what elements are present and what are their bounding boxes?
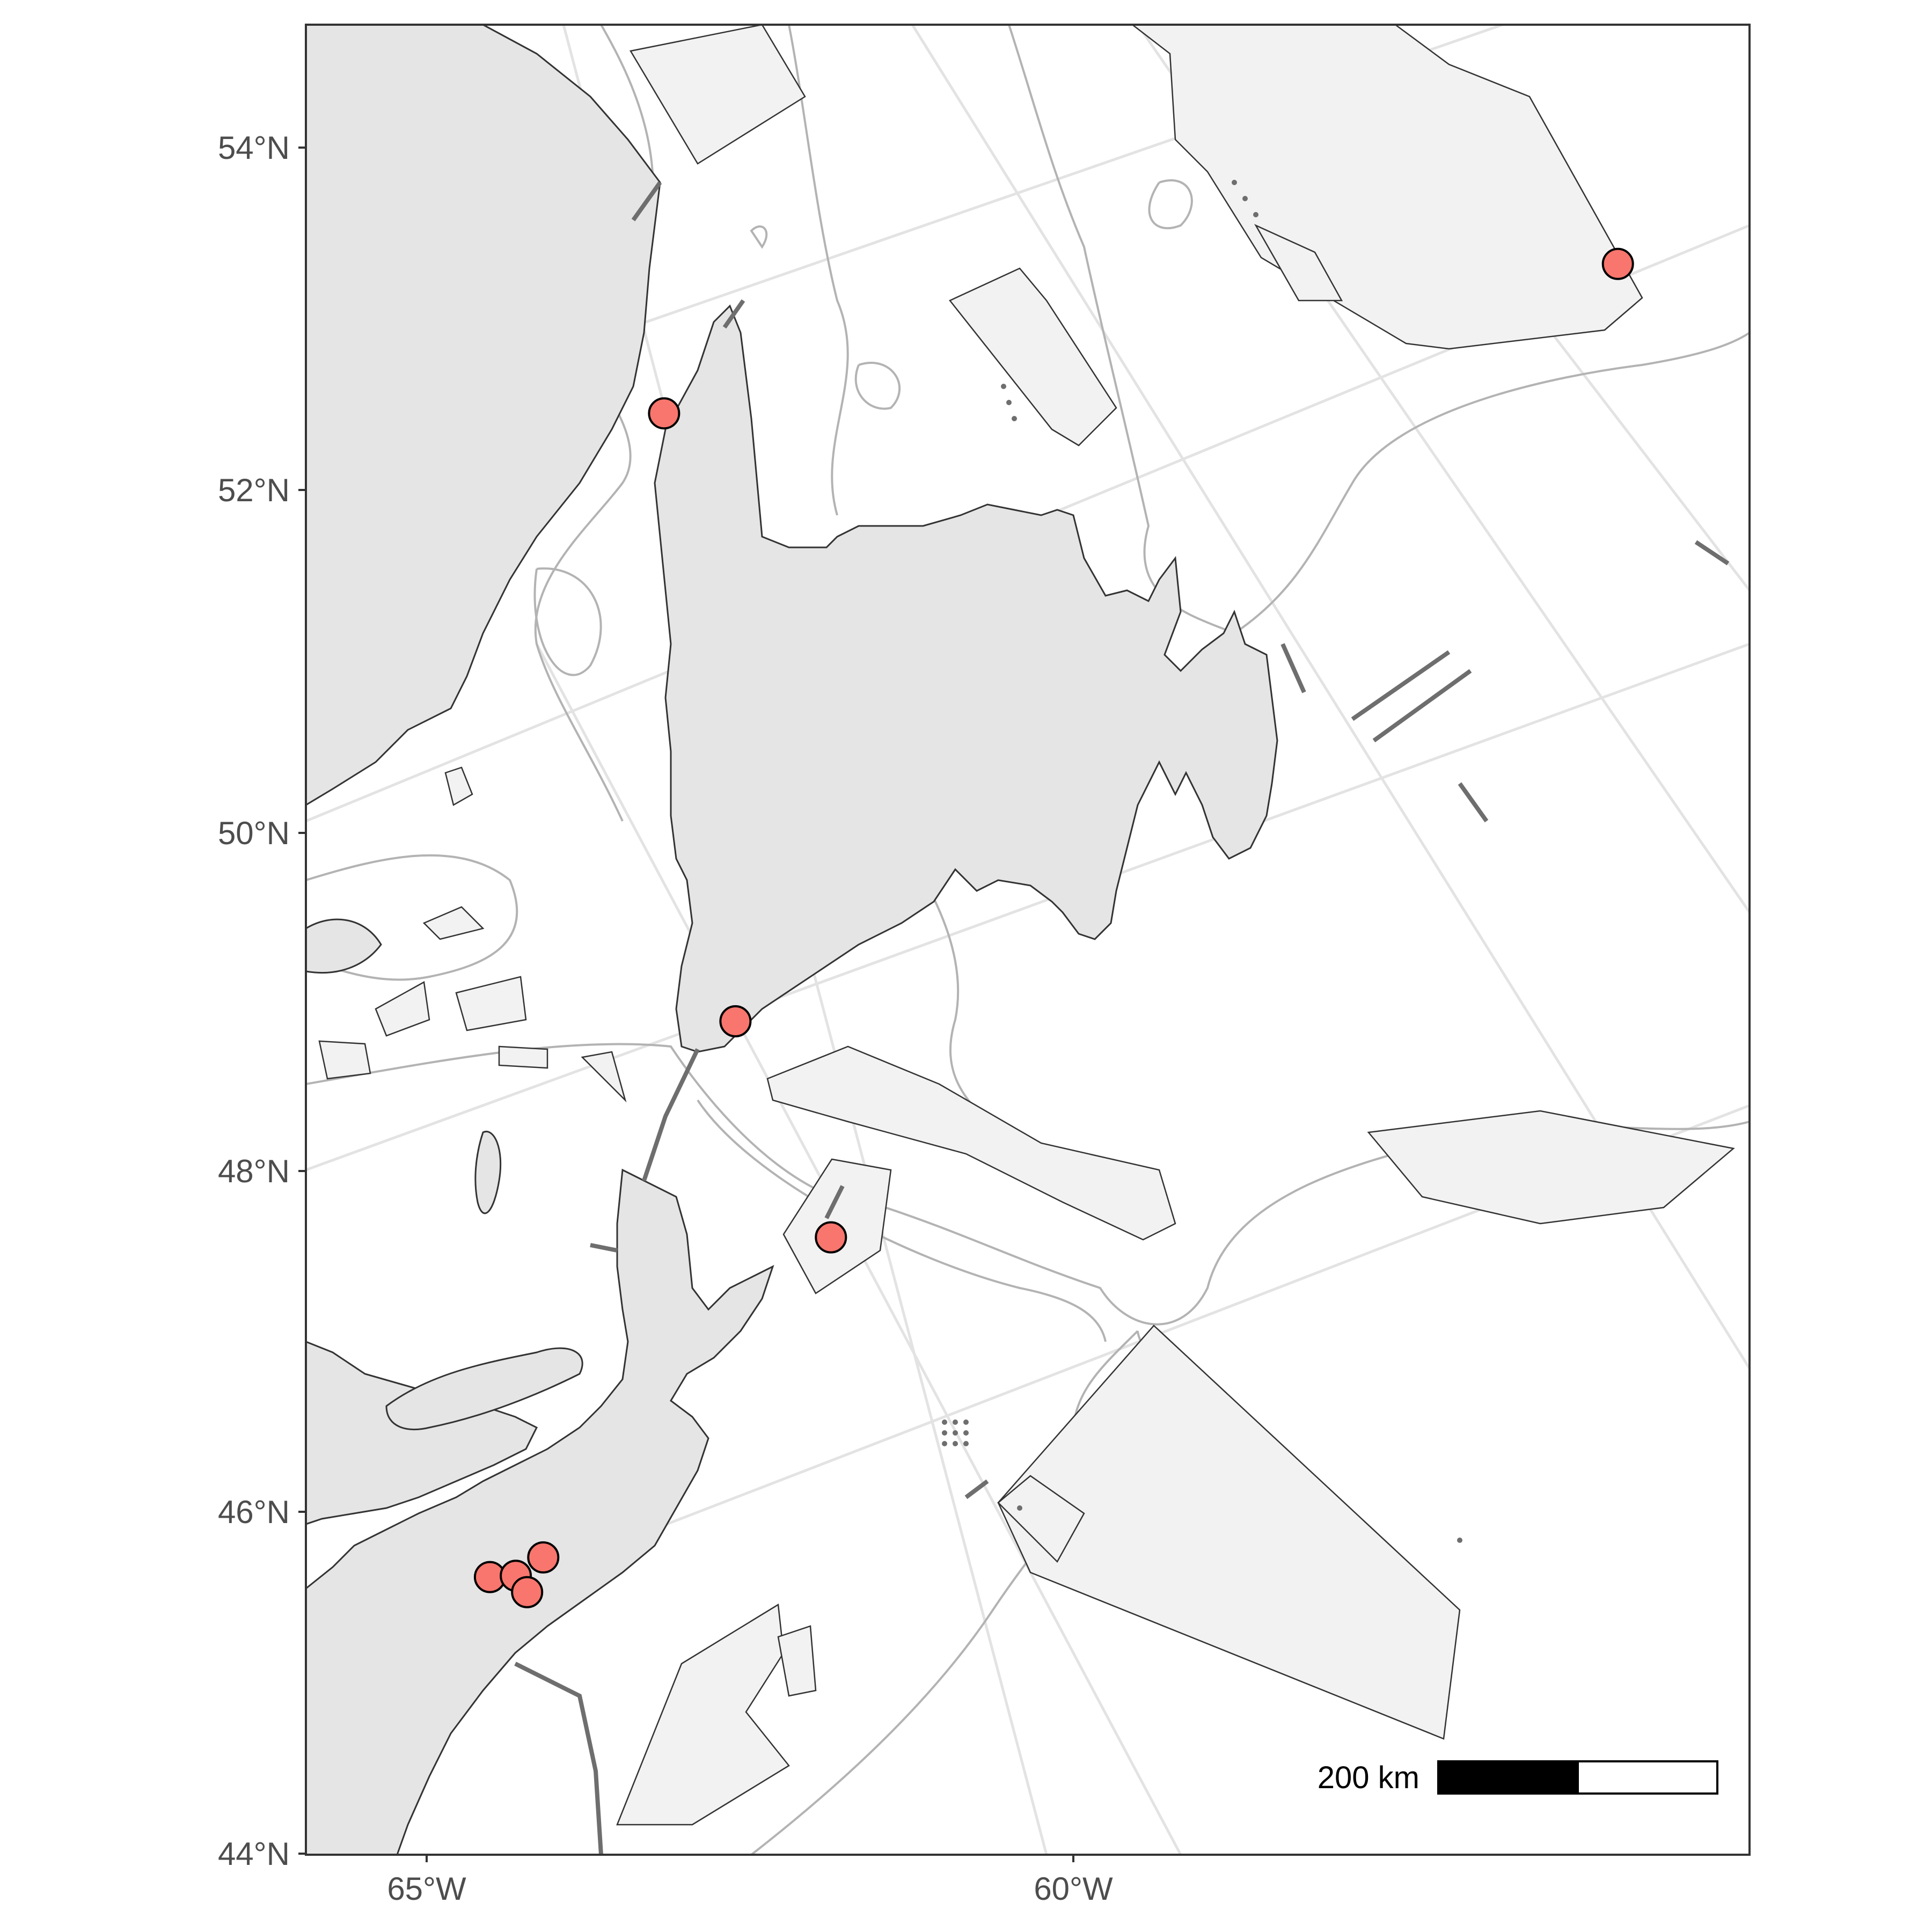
- scale-bar-light-segment: [1577, 1760, 1718, 1795]
- protected-areas: [318, 25, 1735, 1826]
- y-tick-label: 52°N: [218, 472, 290, 508]
- land: [306, 25, 1278, 1855]
- x-tick-label: 65°W: [387, 1871, 466, 1907]
- site-marker: [511, 1576, 544, 1608]
- point-features: [942, 180, 1462, 1543]
- sample-sites: [473, 247, 1861, 1608]
- x-axis: 65°W 60°W: [387, 1855, 1113, 1907]
- y-tick-label: 48°N: [218, 1153, 290, 1189]
- y-tick-label: 46°N: [218, 1494, 290, 1530]
- route-lines: [514, 181, 1730, 1855]
- y-axis: 44°N 46°N 48°N 50°N 52°N 54°N: [218, 130, 306, 1872]
- scale-bar-dark-segment: [1437, 1760, 1579, 1795]
- site-marker: [1601, 247, 1634, 280]
- site-marker: [815, 1221, 847, 1254]
- site-marker: [719, 1005, 752, 1037]
- site-marker: [648, 397, 680, 430]
- x-tick-label: 60°W: [1034, 1871, 1113, 1907]
- scale-bar: 200 km: [1318, 1760, 1718, 1795]
- y-tick-label: 54°N: [218, 130, 290, 166]
- y-tick-label: 44°N: [218, 1836, 290, 1872]
- site-marker: [527, 1541, 560, 1574]
- panel-border: [305, 24, 1751, 1856]
- y-tick-label: 50°N: [218, 815, 290, 851]
- scale-bar-label: 200 km: [1318, 1760, 1419, 1795]
- site-marker: [1831, 560, 1861, 590]
